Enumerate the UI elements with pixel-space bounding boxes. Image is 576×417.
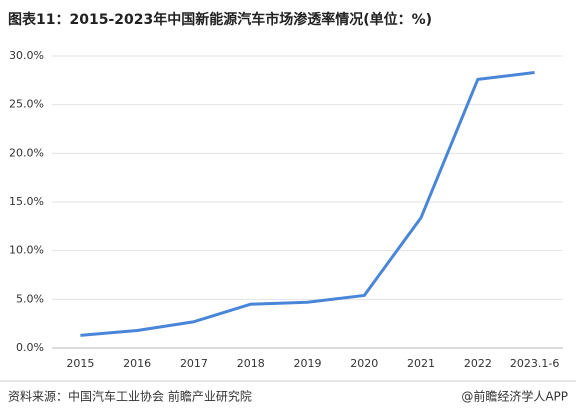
y-tick-label: 15.0% xyxy=(9,195,44,208)
y-tick-label: 5.0% xyxy=(16,292,44,305)
y-tick-label: 0.0% xyxy=(16,341,44,354)
x-tick-label: 2023.1-6 xyxy=(510,357,559,370)
y-tick-label: 30.0% xyxy=(9,49,44,62)
x-tick-label: 2017 xyxy=(180,357,208,370)
y-tick-label: 20.0% xyxy=(9,146,44,159)
source: 资料来源：中国汽车工业协会 前瞻产业研究院 xyxy=(8,389,252,404)
y-tick-label: 10.0% xyxy=(9,244,44,257)
credit: @前瞻经济学人APP xyxy=(461,389,568,404)
y-tick-label: 25.0% xyxy=(9,98,44,111)
x-tick-label: 2015 xyxy=(66,357,94,370)
x-tick-label: 2020 xyxy=(350,357,378,370)
x-tick-label: 2016 xyxy=(123,357,151,370)
x-tick-label: 2018 xyxy=(237,357,265,370)
chart-title: 图表11：2015-2023年中国新能源汽车市场渗透率情况(单位：%) xyxy=(8,11,432,28)
x-tick-label: 2019 xyxy=(294,357,322,370)
x-tick-label: 2021 xyxy=(407,357,435,370)
x-tick-label: 2022 xyxy=(464,357,492,370)
line-series xyxy=(80,71,535,337)
